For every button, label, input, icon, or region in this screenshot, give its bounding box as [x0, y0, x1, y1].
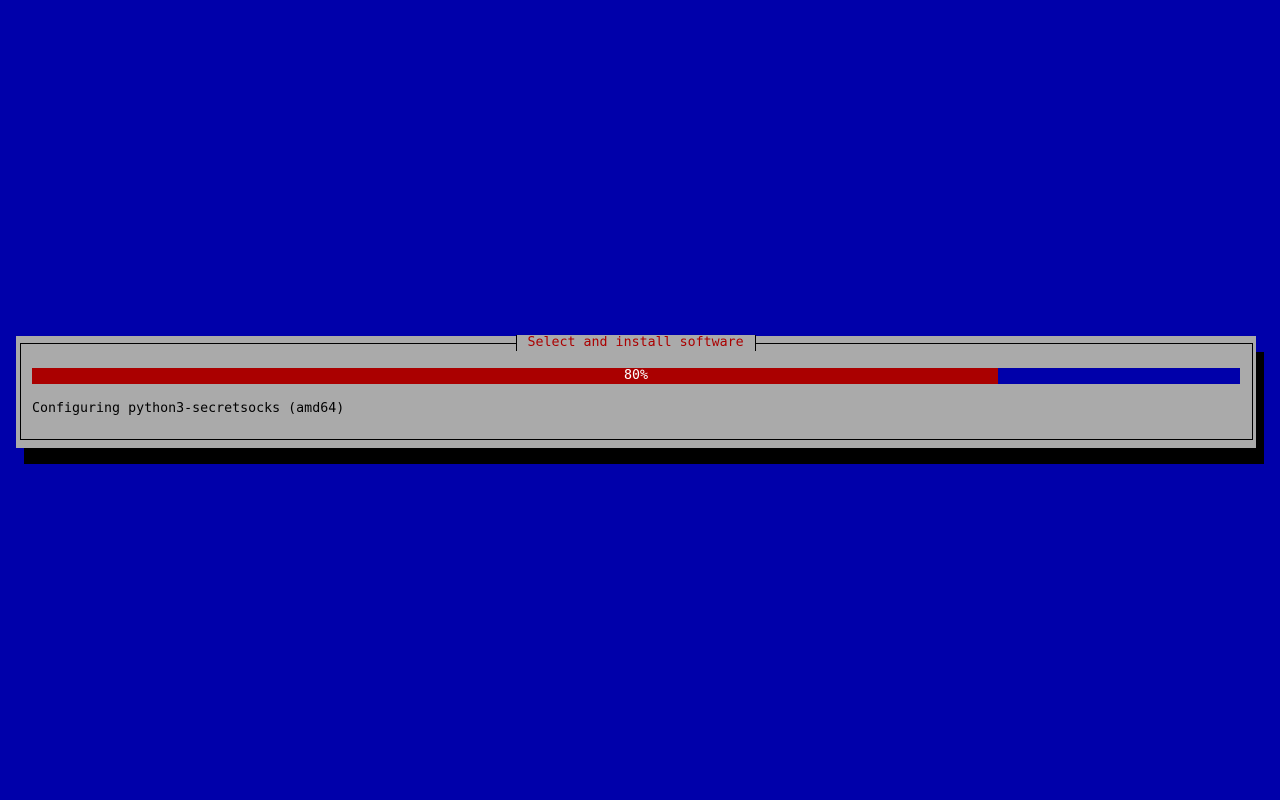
install-progress-dialog: Select and install software 80% Configur… — [16, 335, 1256, 448]
dialog-frame — [20, 343, 1253, 440]
progress-label: 80% — [623, 368, 649, 383]
status-text: Configuring python3-secretsocks (amd64) — [32, 401, 345, 416]
progress-fill — [32, 368, 999, 384]
dialog-title: Select and install software — [515, 335, 756, 351]
progress-bar: 80% — [32, 368, 1240, 384]
